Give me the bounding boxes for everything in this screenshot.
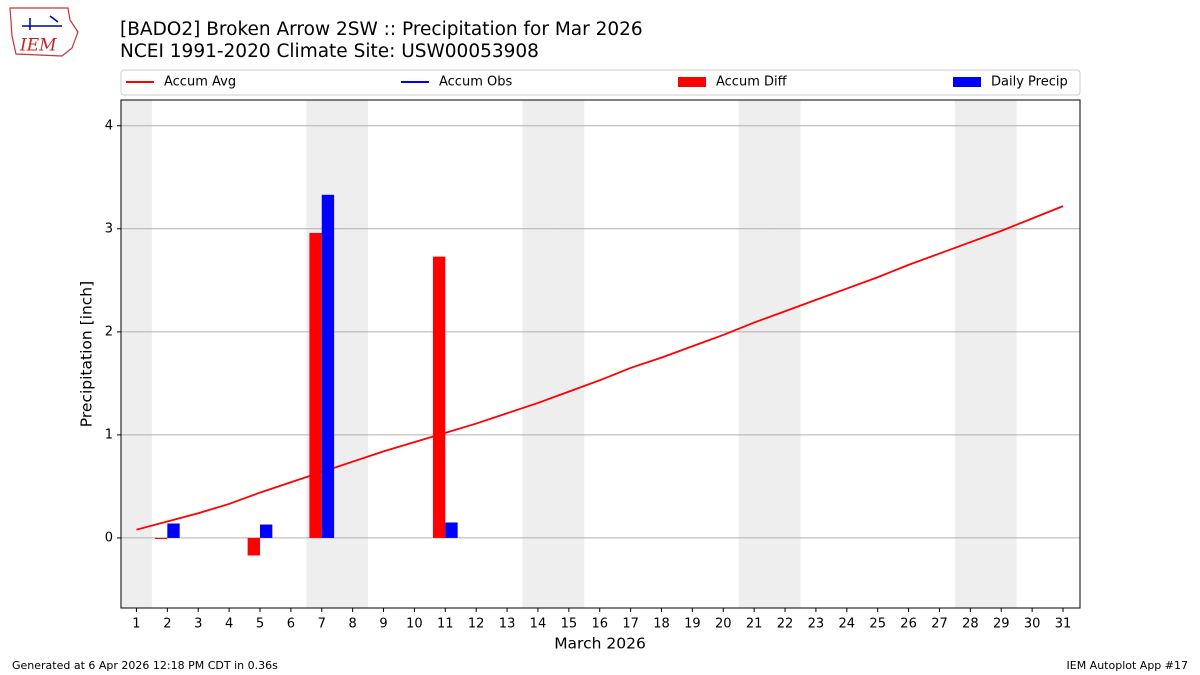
legend-label: Accum Obs xyxy=(439,75,512,90)
x-tick-label: 11 xyxy=(437,617,454,632)
weekend-shade xyxy=(121,100,152,608)
bar xyxy=(321,194,335,538)
x-tick-label: 1 xyxy=(132,617,140,632)
bar xyxy=(154,537,168,539)
weekend-shade xyxy=(985,100,1017,608)
x-tick-label: 7 xyxy=(318,617,326,632)
chart-title: [BADO2] Broken Arrow 2SW :: Precipitatio… xyxy=(120,19,643,40)
weekend-shade xyxy=(738,100,770,608)
x-tick-label: 14 xyxy=(530,617,547,632)
x-tick-label: 31 xyxy=(1055,617,1072,632)
bar xyxy=(445,522,458,538)
legend-label: Accum Diff xyxy=(716,75,788,90)
x-tick-label: 26 xyxy=(900,617,917,632)
x-tick-label: 21 xyxy=(746,617,763,632)
x-tick-label: 18 xyxy=(653,617,670,632)
line xyxy=(136,205,1064,531)
x-tick-label: 23 xyxy=(808,617,825,632)
x-tick-label: 5 xyxy=(256,617,264,632)
x-tick-label: 29 xyxy=(993,617,1010,632)
x-tick-label: 13 xyxy=(499,617,516,632)
logo-text: IEM xyxy=(19,36,57,56)
x-axis-label: March 2026 xyxy=(554,635,646,653)
x-tick-label: 8 xyxy=(349,617,357,632)
legend-box xyxy=(120,69,1081,96)
x-tick-label: 2 xyxy=(163,617,171,632)
x-tick-label: 22 xyxy=(777,617,794,632)
y-tick-label: 4 xyxy=(105,118,113,133)
x-tick-label: 6 xyxy=(287,617,295,632)
legend-swatch xyxy=(678,77,706,87)
weekend-shade xyxy=(954,100,986,608)
logo: IEM xyxy=(9,7,79,57)
x-tick-label: 28 xyxy=(962,617,979,632)
bar xyxy=(167,523,180,538)
weekend-shade xyxy=(337,100,369,608)
legend-label: Accum Avg xyxy=(164,75,236,90)
x-tick-label: 15 xyxy=(561,617,578,632)
x-tick-label: 20 xyxy=(715,617,732,632)
weekend-shade xyxy=(522,100,554,608)
chart-subtitle: NCEI 1991-2020 Climate Site: USW00053908 xyxy=(120,41,539,62)
y-tick-label: 3 xyxy=(105,221,113,236)
footer-left: Generated at 6 Apr 2026 12:18 PM CDT in … xyxy=(12,659,278,672)
x-tick-label: 27 xyxy=(931,617,948,632)
bar xyxy=(259,524,273,538)
x-tick-label: 25 xyxy=(869,617,886,632)
y-tick-label: 2 xyxy=(105,324,113,339)
x-tick-label: 24 xyxy=(839,617,856,632)
plot-frame xyxy=(120,99,1081,609)
x-tick-label: 30 xyxy=(1024,617,1041,632)
footer-right: IEM Autoplot App #17 xyxy=(1067,659,1189,672)
x-tick-label: 17 xyxy=(622,617,639,632)
weekend-shade xyxy=(769,100,801,608)
bar xyxy=(432,256,446,538)
y-tick-label: 0 xyxy=(105,530,113,545)
x-tick-label: 9 xyxy=(379,617,387,632)
legend-label: Daily Precip xyxy=(991,75,1068,90)
weekend-shade xyxy=(553,100,585,608)
x-tick-label: 3 xyxy=(194,617,202,632)
x-tick-label: 4 xyxy=(225,617,233,632)
x-tick-label: 16 xyxy=(591,617,608,632)
y-tick-label: 1 xyxy=(105,427,113,442)
bar xyxy=(247,537,260,556)
legend-swatch xyxy=(953,77,981,87)
x-tick-label: 10 xyxy=(406,617,423,632)
x-tick-label: 12 xyxy=(468,617,485,632)
y-axis-label: Precipitation [inch] xyxy=(78,281,96,427)
bar xyxy=(309,232,322,538)
x-tick-label: 19 xyxy=(684,617,701,632)
